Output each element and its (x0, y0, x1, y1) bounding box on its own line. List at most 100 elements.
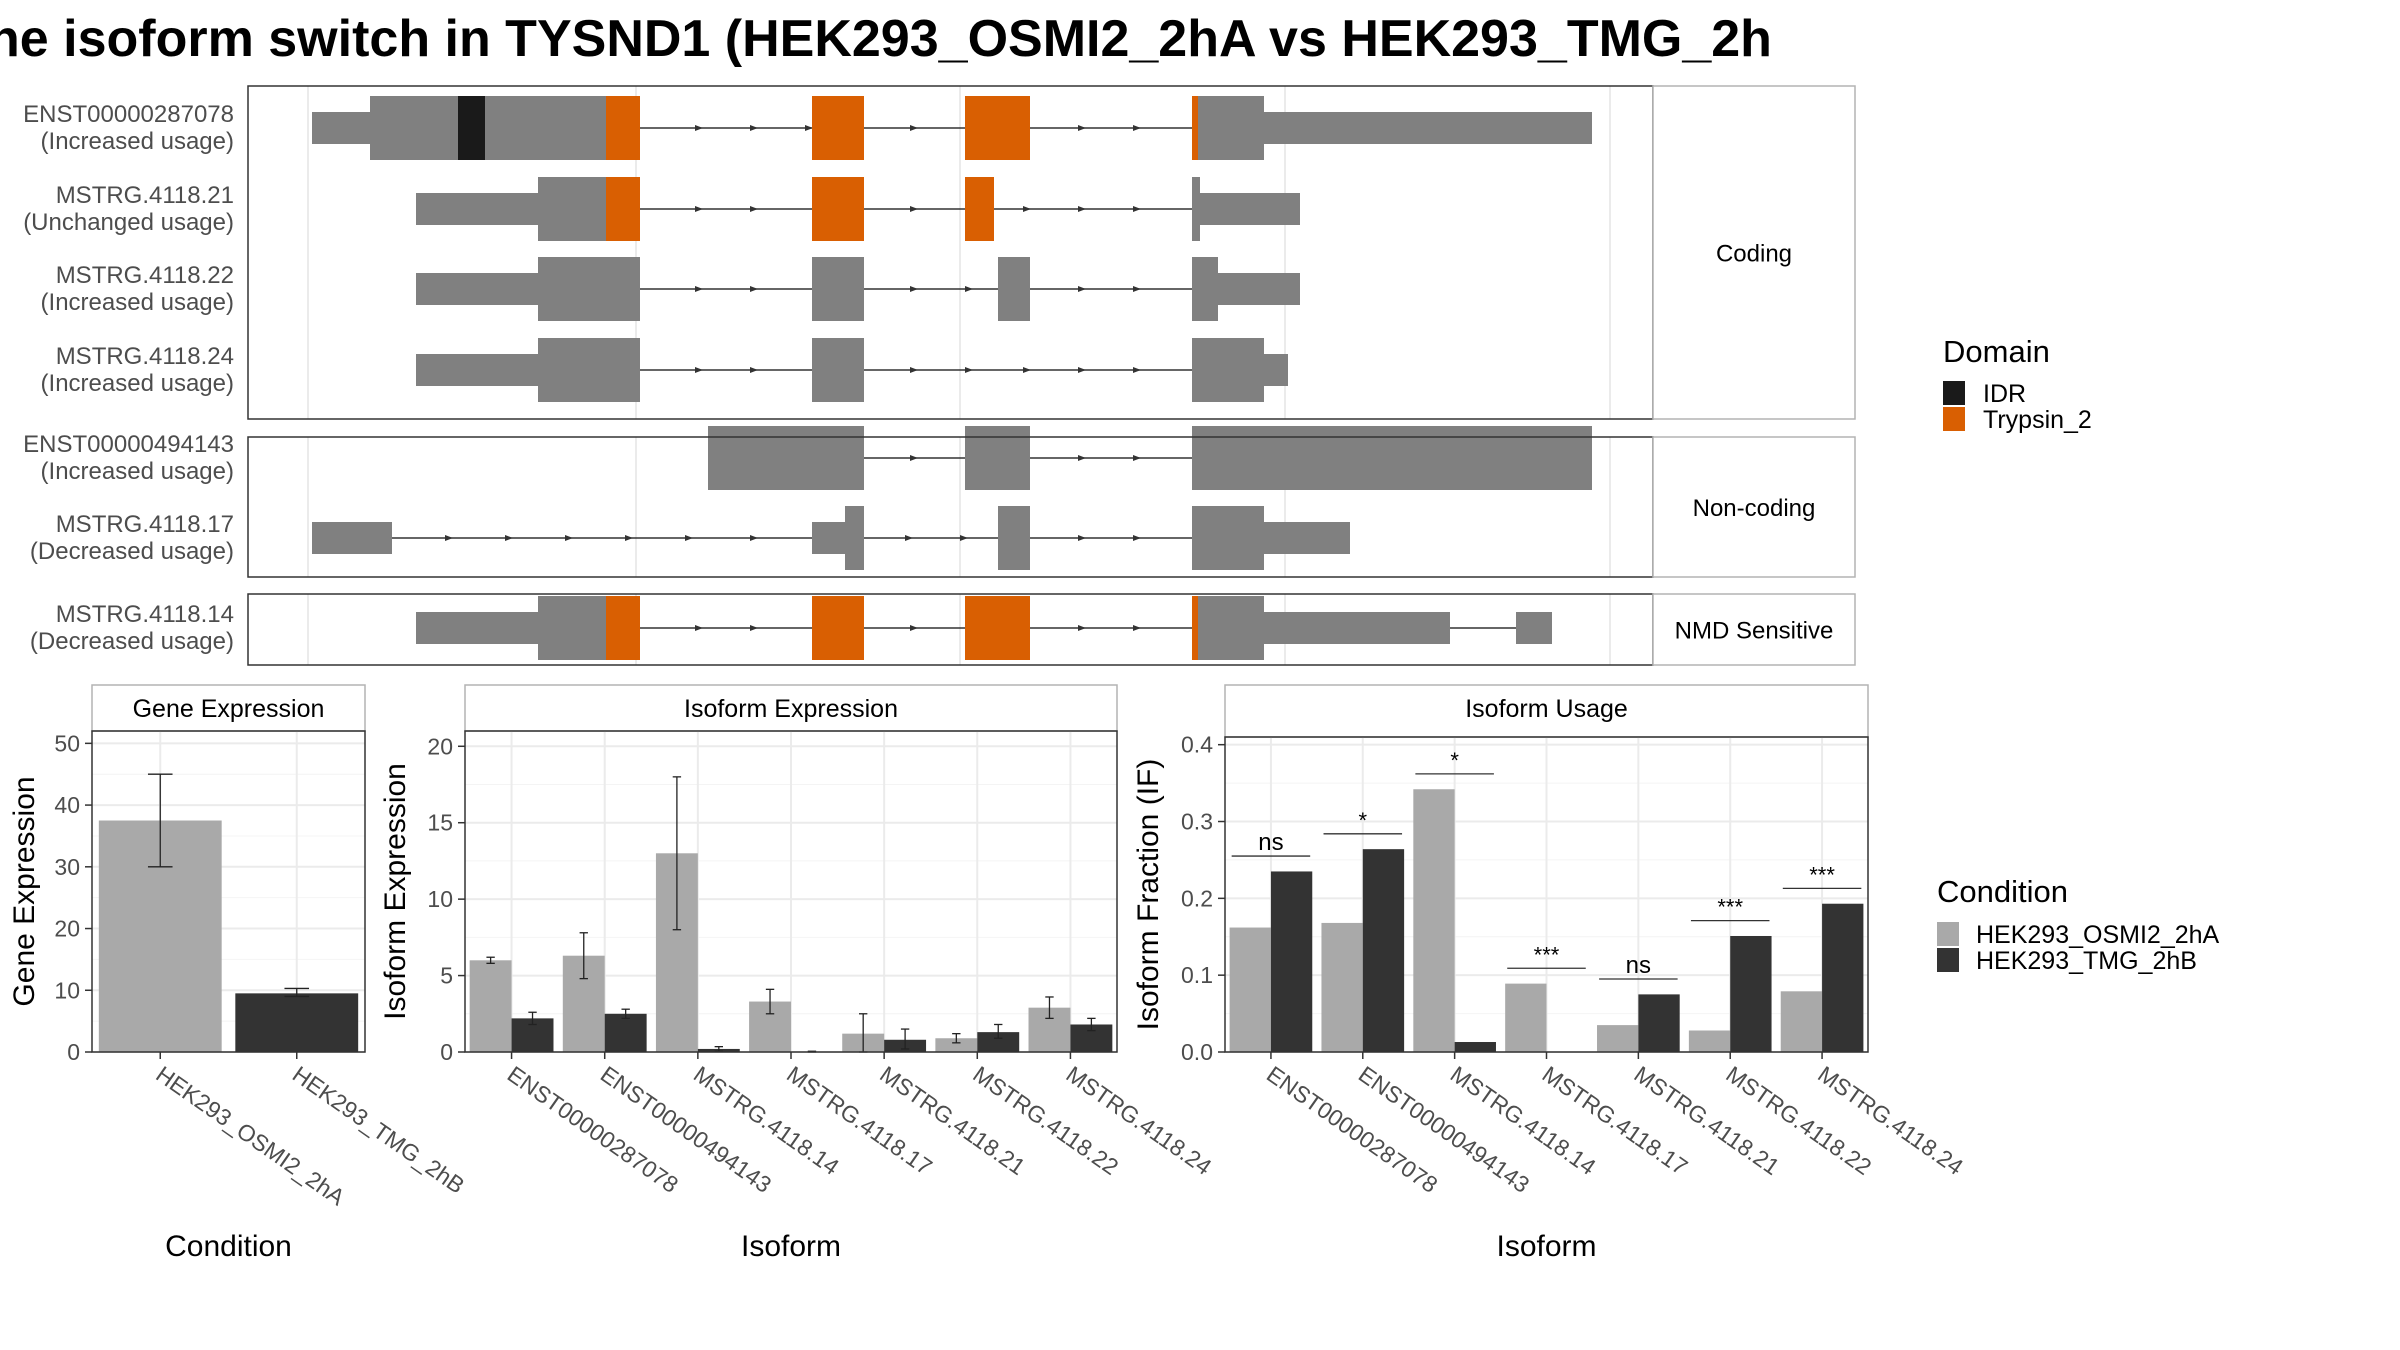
exon (1192, 506, 1264, 570)
panel-strip (91, 684, 366, 732)
intron-arrow (805, 125, 813, 131)
condition-legend-item: HEK293_TMG_2hB (1976, 947, 2197, 975)
exon (416, 354, 538, 386)
intron-arrow (750, 206, 758, 212)
intron-arrow (1133, 455, 1141, 461)
significance-label: *** (1717, 895, 1743, 920)
domain-legend-swatch (1943, 381, 1965, 405)
y-axis-label: Gene Expression (8, 776, 41, 1006)
intron-arrow (1078, 535, 1086, 541)
bar (1413, 789, 1455, 1052)
transcript-usage-label: (Decreased usage) (30, 538, 234, 565)
bar (1688, 1030, 1731, 1052)
intron-arrow (750, 286, 758, 292)
x-tick-label: ENST00000287078 (503, 1061, 683, 1198)
y-tick-label: 0 (67, 1039, 80, 1065)
significance-label: * (1450, 748, 1459, 773)
transcript-track (416, 338, 1288, 402)
trypsin-domain-exon (812, 177, 864, 241)
y-tick-label: 30 (54, 854, 80, 880)
exon (708, 426, 864, 490)
transcript-id-label: ENST00000287078 (23, 101, 234, 128)
structure-strip (1652, 85, 1856, 420)
transcript-id-label: MSTRG.4118.21 (56, 182, 234, 209)
exon (538, 177, 606, 241)
y-tick-label: 10 (427, 886, 453, 912)
y-tick-label: 20 (427, 733, 453, 759)
transcript-usage-label: (Decreased usage) (30, 628, 234, 655)
trypsin-domain-exon (1192, 96, 1198, 160)
intron-arrow (1078, 206, 1086, 212)
x-axis-label: Isoform (1496, 1230, 1596, 1263)
domain-legend-title: Domain (1943, 334, 2050, 369)
exon (998, 506, 1030, 570)
intron-arrow (565, 535, 573, 541)
x-axis-label: Isoform (741, 1230, 841, 1263)
exon (812, 522, 845, 554)
intron-arrow (685, 535, 693, 541)
intron-arrow (905, 535, 913, 541)
intron-arrow (445, 535, 453, 541)
intron-arrow (750, 367, 758, 373)
intron-arrow (965, 367, 973, 373)
trypsin-domain-exon (812, 596, 864, 660)
domain-legend-item: IDR (1983, 380, 2026, 408)
transcript-id-label: MSTRG.4118.24 (56, 343, 234, 370)
exon (416, 193, 538, 225)
domain-legend-item: Trypsin_2 (1983, 406, 2092, 434)
exon (538, 596, 606, 660)
intron-arrow (750, 625, 758, 631)
y-tick-label: 0.0 (1181, 1039, 1213, 1065)
gene-structure-panel: ENST00000287078(Increased usage)MSTRG.41… (23, 85, 1856, 666)
isoform-expression-panel: Isoform Expression 0 5 10 15 20 ENST0000028707… (379, 684, 1217, 1263)
intron-arrow (1078, 367, 1086, 373)
transcript-track (312, 96, 1592, 160)
intron-arrow (1023, 367, 1031, 373)
y-axis-label: Isoform Fraction (IF) (1132, 759, 1165, 1031)
intron-arrow (1133, 286, 1141, 292)
y-tick-label: 10 (54, 977, 80, 1003)
y-tick-label: 15 (427, 810, 453, 836)
y-tick-label: 40 (54, 792, 80, 818)
transcript-usage-label: (Increased usage) (41, 370, 234, 397)
intron-arrow (750, 125, 758, 131)
bar (1321, 922, 1363, 1052)
bar (1270, 871, 1313, 1052)
exon (1516, 612, 1552, 644)
intron-arrow (965, 286, 973, 292)
transcript-id-label: ENST00000494143 (23, 431, 234, 458)
intron-arrow (910, 125, 918, 131)
transcript-id-label: MSTRG.4118.14 (56, 601, 234, 628)
intron-arrow (910, 286, 918, 292)
exon (1198, 96, 1264, 160)
structure-group-label: NMD Sensitive (1675, 618, 1834, 645)
bar (935, 1038, 978, 1052)
structure-group-label: Non-coding (1693, 495, 1816, 522)
transcript-track (416, 257, 1300, 321)
bar (1454, 1042, 1496, 1052)
trypsin-domain-exon (965, 177, 994, 241)
exon (416, 273, 538, 305)
intron-arrow (1023, 206, 1031, 212)
intron-arrow (1133, 206, 1141, 212)
bar (604, 1013, 647, 1052)
exon (1198, 596, 1264, 660)
transcript-usage-label: (Increased usage) (41, 458, 234, 485)
transcript-usage-label: (Increased usage) (41, 289, 234, 316)
bar (469, 960, 512, 1052)
significance-label: ns (1258, 829, 1283, 856)
y-tick-label: 0.2 (1181, 885, 1213, 911)
intron-arrow (910, 625, 918, 631)
intron-arrow (1078, 286, 1086, 292)
bar (1597, 1025, 1639, 1052)
condition-legend-swatch (1937, 922, 1959, 946)
y-tick-label: 0.1 (1181, 962, 1213, 988)
intron-arrow (1078, 455, 1086, 461)
exon (1200, 193, 1300, 225)
bar (977, 1032, 1020, 1052)
intron-arrow (695, 286, 703, 292)
intron-arrow (695, 125, 703, 131)
trypsin-domain-exon (606, 177, 640, 241)
